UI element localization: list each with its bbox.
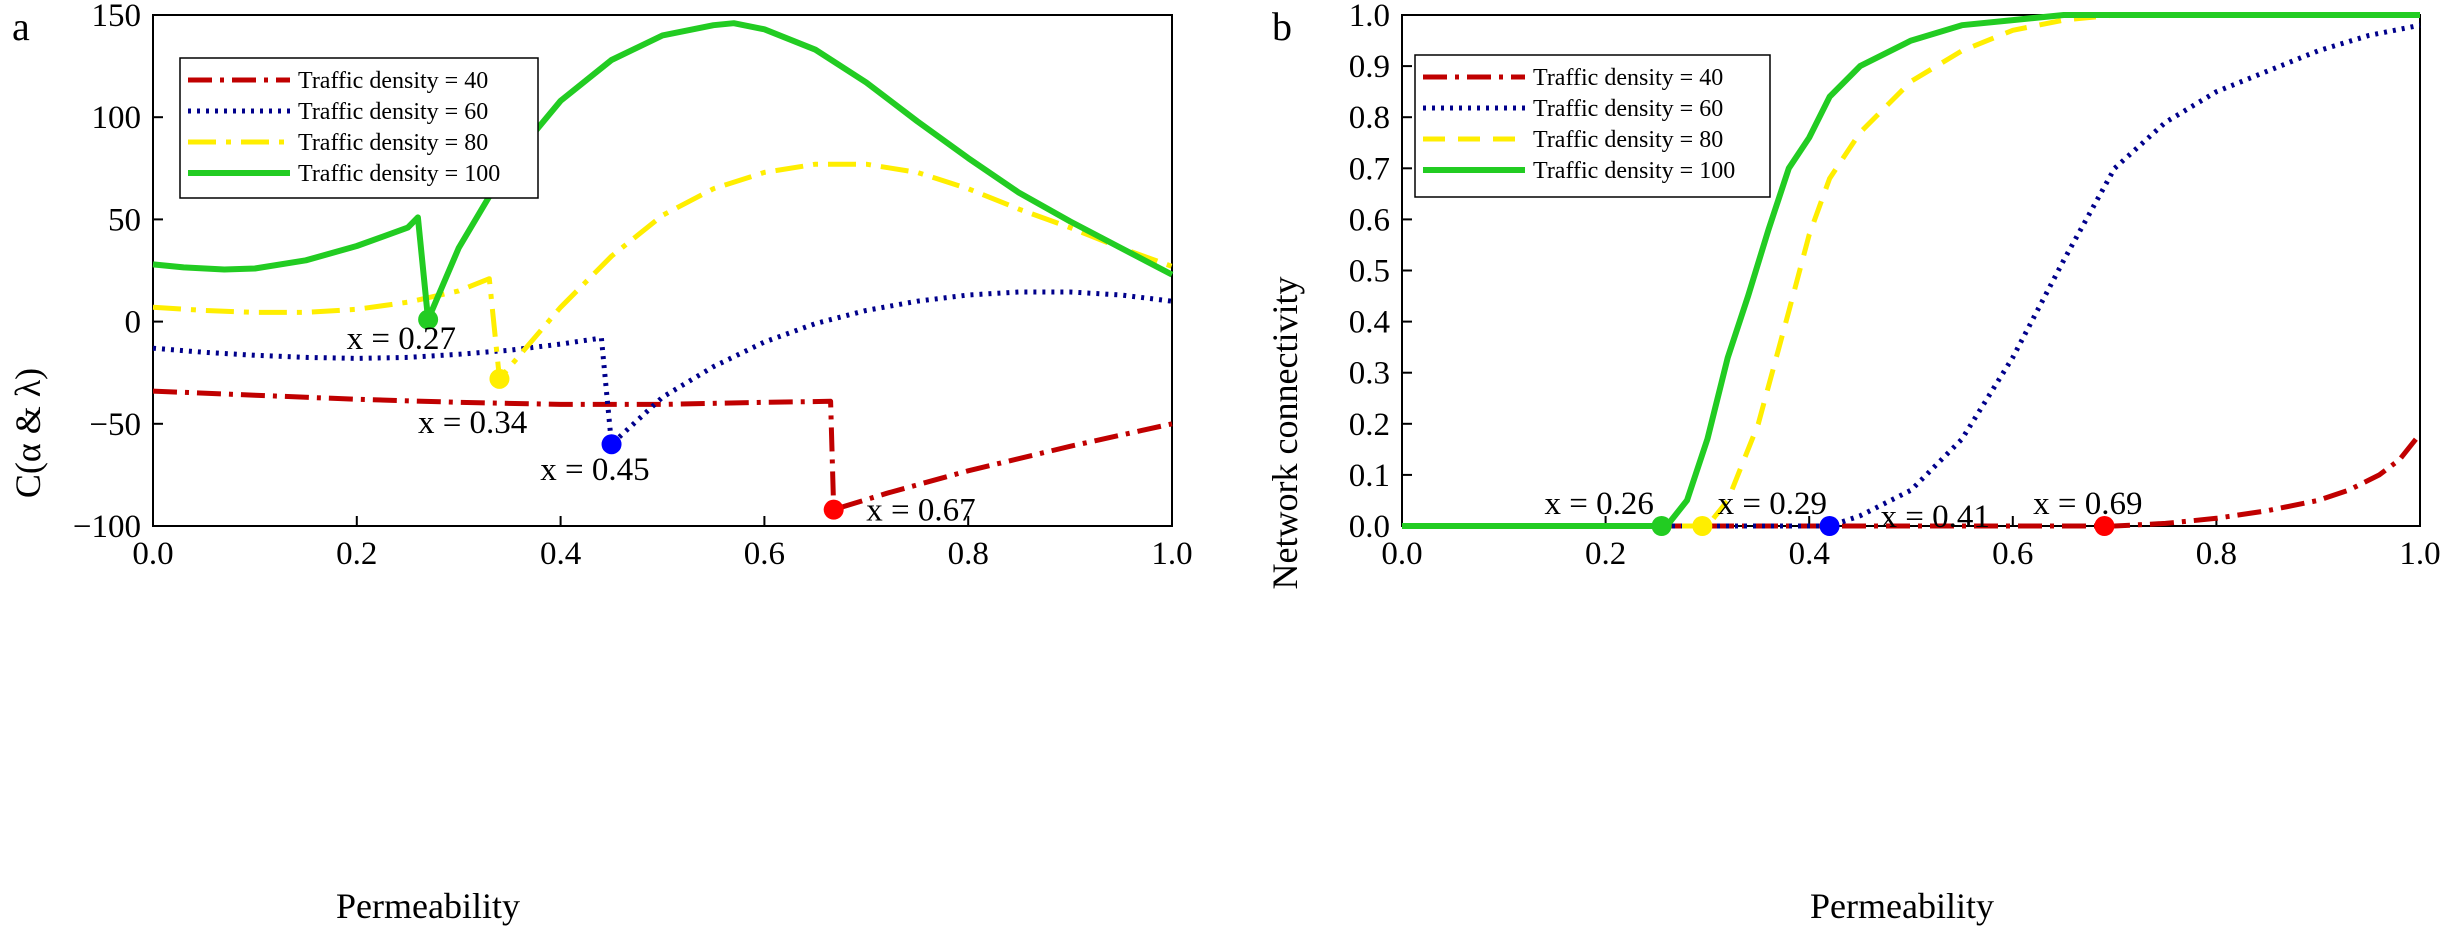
series-line-b-2 — [1402, 22, 2421, 529]
threshold-marker-b-1 — [1651, 516, 1672, 536]
series-line-b-1 — [1402, 432, 2422, 529]
threshold-marker-a-3 — [601, 434, 622, 455]
legend-label-a-3: Traffic density = 80 — [298, 130, 488, 156]
x-axis-title-a: Permeability — [336, 886, 520, 926]
y-tick-label-b: 0.9 — [1349, 49, 1390, 85]
y-tick-label-b: 0.2 — [1349, 407, 1390, 443]
x-tick-label-a: 0.4 — [540, 536, 581, 572]
axes-frame-a — [152, 14, 1173, 527]
annotation-label-a-2: x = 0.34 — [418, 405, 527, 441]
x-axis-title-b: Permeability — [1810, 886, 1994, 926]
series-line-a-2 — [152, 289, 1173, 447]
series-line-a-3 — [152, 161, 1173, 382]
y-tick-label-b: 0.8 — [1349, 100, 1390, 136]
annotation-label-b-3: x = 0.41 — [1880, 499, 1989, 535]
annotation-label-b-1: x = 0.26 — [1545, 486, 1654, 522]
x-tick-label-a: 0.2 — [336, 536, 377, 572]
threshold-marker-b-4 — [2094, 516, 2115, 536]
y-axis-title-b: Network connectivity — [1265, 277, 1305, 590]
threshold-marker-b-3 — [1819, 516, 1840, 536]
y-tick-label-b: 0.6 — [1349, 202, 1390, 238]
x-tick-label-b: 0.8 — [2196, 536, 2237, 572]
threshold-marker-b-2 — [1692, 516, 1713, 536]
y-tick-label-a: 0 — [125, 305, 142, 341]
legend-label-b-4: Traffic density = 100 — [1533, 158, 1735, 184]
legend-b: Traffic density = 40 Traffic density = 60… — [1414, 54, 1771, 198]
x-tick-label-b: 1.0 — [2399, 536, 2440, 572]
y-tick-label-a: 50 — [108, 202, 141, 238]
chart-panel-a: a C(α & λ) Permeability 0.0 0.2 0.4 0.6 0.8 1… — [8, 0, 1193, 926]
annotation-label-b-2: x = 0.29 — [1718, 486, 1827, 522]
threshold-marker-a-1 — [418, 309, 439, 330]
x-tick-label-b: 0.2 — [1585, 536, 1626, 572]
series-line-a-1 — [152, 388, 1173, 513]
y-tick-label-b: 0.3 — [1349, 356, 1390, 392]
legend-label-b-3: Traffic density = 80 — [1533, 127, 1723, 153]
y-axis-title-a: C(α & λ) — [8, 368, 48, 498]
chart-panel-b: b Network connectivity Permeability 0.0 0… — [1265, 0, 2440, 926]
series-line-b-4 — [1402, 12, 2420, 529]
annotation-label-a-3: x = 0.45 — [540, 452, 649, 488]
legend-label-a-4: Traffic density = 100 — [298, 161, 500, 187]
y-tick-label-a: −100 — [73, 509, 141, 545]
legend-label-a-1: Traffic density = 40 — [298, 68, 488, 94]
panel-letter-b: b — [1272, 4, 1292, 49]
x-tick-label-b: 0.0 — [1381, 536, 1422, 572]
legend-label-b-2: Traffic density = 60 — [1533, 96, 1723, 122]
y-tick-label-a: 100 — [92, 100, 142, 136]
y-tick-label-b: 0.4 — [1349, 305, 1390, 341]
x-tick-label-a: 0.8 — [948, 536, 989, 572]
x-tick-label-b: 0.4 — [1789, 536, 1830, 572]
annotation-label-a-4: x = 0.67 — [866, 493, 975, 529]
threshold-marker-a-4 — [823, 499, 844, 520]
legend-a: Traffic density = 40 Traffic density = 60… — [179, 57, 539, 199]
x-tick-label-b: 0.6 — [1992, 536, 2033, 572]
plot-area-b: 0.0 0.2 0.4 0.6 0.8 1.0 1.0 0.9 0.8 0.7 0.6 0.5 0.4 0… — [1349, 0, 2440, 572]
annotation-label-a-1: x = 0.27 — [347, 321, 456, 357]
series-line-b-3 — [1402, 12, 2420, 529]
annotation-label-b-4: x = 0.69 — [2033, 486, 2142, 522]
y-tick-label-a: −50 — [89, 407, 141, 443]
x-tick-label-a: 0.0 — [132, 536, 173, 572]
y-tick-label-b: 0.5 — [1349, 254, 1390, 290]
x-tick-label-a: 0.6 — [744, 536, 785, 572]
series-line-a-4 — [152, 20, 1174, 323]
y-tick-label-b: 1.0 — [1349, 0, 1390, 34]
y-tick-label-b: 0.7 — [1349, 151, 1390, 187]
y-tick-label-a: 150 — [92, 0, 142, 34]
legend-label-b-1: Traffic density = 40 — [1533, 65, 1723, 91]
plot-area-a: 0.0 0.2 0.4 0.6 0.8 1.0 150 100 50 0 −50 −100 x = 0.… — [73, 0, 1193, 572]
x-tick-label-a: 1.0 — [1151, 536, 1192, 572]
y-tick-label-b: 0.1 — [1349, 458, 1390, 494]
panel-letter-a: a — [12, 4, 30, 49]
threshold-marker-a-2 — [489, 368, 510, 389]
y-tick-label-b: 0.0 — [1349, 509, 1390, 545]
legend-label-a-2: Traffic density = 60 — [298, 99, 488, 125]
